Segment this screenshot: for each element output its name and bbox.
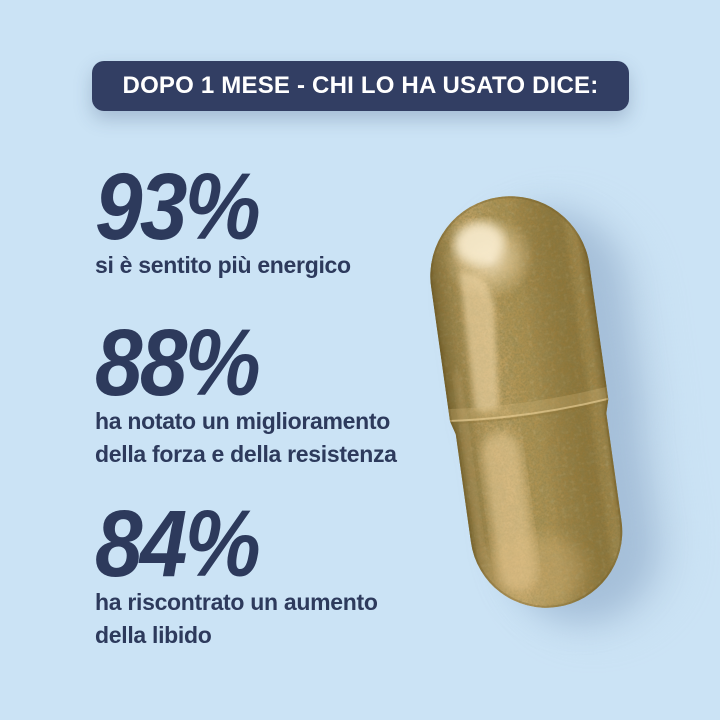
stat-strength-description: ha notato un miglioramento della forza e… [95,408,397,467]
header-banner: DOPO 1 MESE - CHI LO HA USATO DICE: [92,61,629,111]
stat-libido-description: ha riscontrato un aumento della libido [95,589,378,648]
stat-energy: 93% si è sentito più energico [95,154,351,282]
stat-libido: 84% ha riscontrato un aumento della libi… [95,491,425,652]
stat-libido-percent: 84% [95,491,261,597]
stat-energy-description: si è sentito più energico [95,252,351,278]
stat-strength-percent: 88% [95,310,261,416]
header-title: DOPO 1 MESE - CHI LO HA USATO DICE: [122,72,599,99]
stat-strength: 88% ha notato un miglioramento della for… [95,310,425,471]
stat-energy-percent: 93% [95,154,261,260]
